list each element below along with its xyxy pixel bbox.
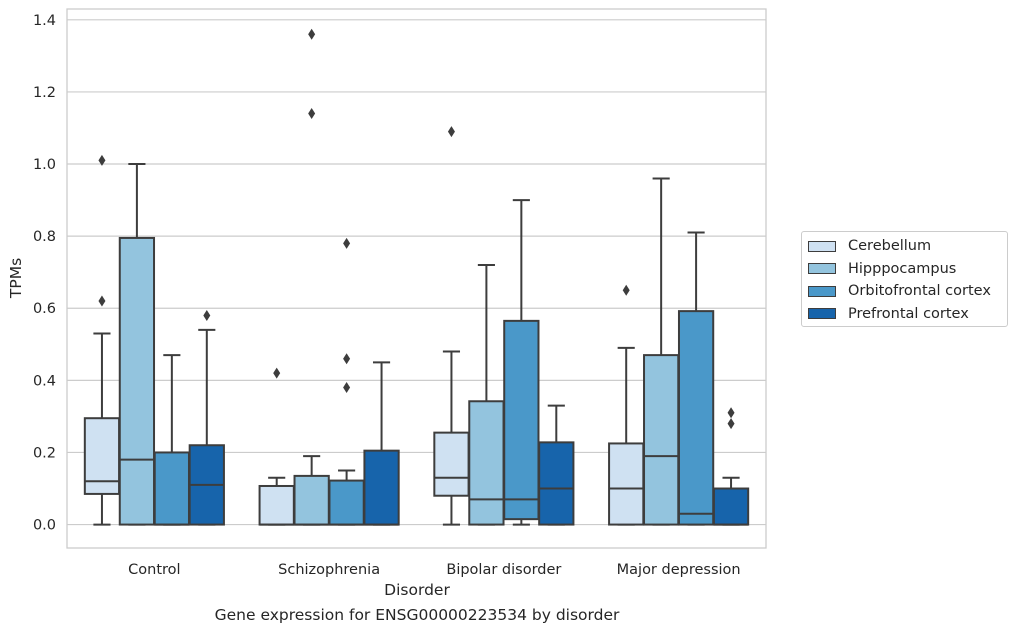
box [503,319,540,521]
box [153,451,190,526]
outlier-marker [447,126,455,138]
box [677,310,715,526]
x-axis-label: Disorder [384,581,450,599]
box-group [83,28,750,526]
y-axis-label: TPMs [7,258,25,299]
legend-item: Hipppocampus [808,258,956,280]
box [83,417,121,495]
y-tick-label: 0.2 [33,445,56,461]
x-tick-label: Control [128,562,180,578]
y-tick-label: 0.4 [33,373,56,389]
box [468,400,505,526]
box [608,442,645,526]
legend-label: Hipppocampus [848,260,957,277]
outlier-marker [308,108,316,120]
plot-frame [66,8,767,549]
box [363,449,400,526]
outlier-marker [727,407,735,419]
outlier-marker [343,353,351,365]
x-tick-label: Schizophrenia [278,562,380,578]
y-tick-label: 0.0 [33,518,56,534]
legend-swatch [808,263,836,274]
legend-item: Orbitofrontal cortex [808,280,991,302]
legend-swatch [808,240,836,252]
legend-swatch [808,308,836,319]
outlier-marker [727,418,735,430]
y-tick-label: 0.8 [33,229,56,245]
legend-label: Cerebellum [848,238,932,254]
legend-label: Orbitofrontal cortex [848,283,991,299]
box [258,484,295,526]
outlier-marker [343,382,351,394]
y-tick-label: 1.4 [33,13,56,29]
y-tick-label: 1.0 [33,157,56,173]
y-tick-label: 1.2 [33,85,56,101]
legend-label: Prefrontal cortex [848,305,969,322]
x-tick-label: Bipolar disorder [446,562,561,578]
box [293,474,330,526]
outlier-marker [308,28,316,40]
y-tick-labels: 0.0 0.2 0.4 0.6 0.8 1.0 1.2 1.4 [33,13,56,534]
outlier-marker [343,237,351,249]
figure-caption: Gene expression for ENSG00000223534 by d… [214,606,620,624]
outlier-marker [203,309,211,321]
legend-swatch [808,285,836,297]
box [118,236,156,526]
x-tick-labels: Control Schizophrenia Bipolar disorder Majo… [128,562,740,578]
outlier-marker [273,367,281,379]
box [712,487,750,526]
outlier-marker [98,154,106,166]
outlier-marker [98,295,106,307]
x-tick-label: Major depression [617,562,741,578]
box [433,431,470,497]
legend-item: Prefrontal cortex [808,303,969,325]
legend-item: Cerebellum [808,235,931,257]
legend: Cerebellum Hipppocampus Orbitofrontal cort… [801,231,1008,327]
box [328,479,365,526]
y-tick-label: 0.6 [33,301,56,317]
box [643,354,680,526]
outlier-marker [622,284,630,296]
box [538,441,575,526]
